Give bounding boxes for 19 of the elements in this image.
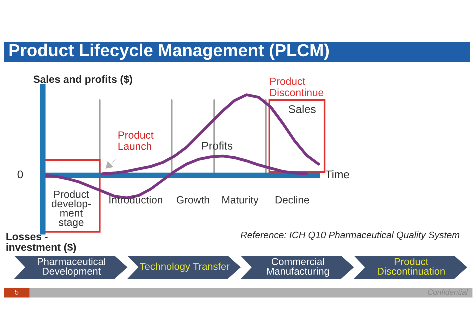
annotation: Product develop- ment stage (52, 190, 91, 228)
text: 0 (18, 170, 24, 179)
annotation: Introduction (110, 196, 162, 204)
text: Losses - investment ($) (6, 233, 76, 254)
text: Reference: ICH Q10 Pharmaceutical Quality System (240, 232, 460, 240)
series-label: Profits (202, 142, 233, 150)
annotation: Product Launch (118, 131, 154, 150)
text: Product Discontinuation (378, 258, 445, 276)
annotation: Maturity (222, 196, 259, 206)
chart-title: Product Lifecycle Management (PLCM) (10, 44, 330, 60)
x-axis-title: Time (326, 170, 350, 179)
annotation: Product Discontinue (270, 78, 324, 96)
text: Commercial Manufacturing (267, 258, 330, 278)
text: Pharmaceutical Development (38, 258, 106, 278)
series-label: Sales (289, 105, 316, 114)
annotation: Decline (276, 196, 310, 204)
annotation: Growth (176, 196, 210, 204)
text: Technology Transfer (140, 262, 230, 272)
y-axis-title: Sales and profits ($) (34, 75, 132, 86)
